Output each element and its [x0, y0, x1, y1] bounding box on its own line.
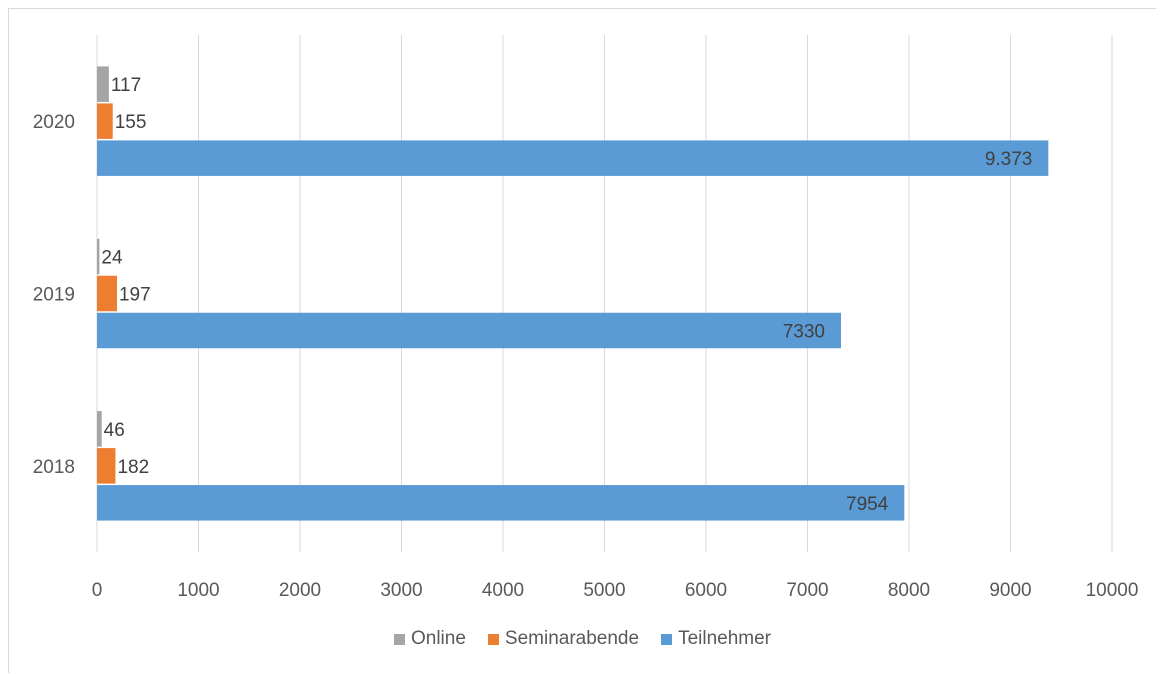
bar-online-2018 — [97, 411, 102, 447]
data-label: 24 — [101, 248, 123, 269]
x-tick-label: 4000 — [482, 580, 524, 601]
x-tick-label: 1000 — [177, 580, 219, 601]
legend-swatch-seminarabende — [487, 633, 499, 645]
y-category-label: 2020 — [33, 112, 75, 133]
x-tick-label: 2000 — [279, 580, 321, 601]
legend-item-online: Online — [393, 628, 466, 650]
x-tick-label: 7000 — [786, 580, 828, 601]
data-label: 117 — [111, 75, 141, 96]
y-category-label: 2019 — [33, 285, 75, 306]
x-tick-label: 3000 — [380, 580, 422, 601]
x-tick-label: 8000 — [888, 580, 930, 601]
legend-label-seminarabende: Seminarabende — [504, 628, 640, 649]
bar-teilnehmer-2018 — [97, 485, 905, 521]
chart-frame — [8, 8, 1156, 673]
x-tick-label: 5000 — [583, 580, 625, 601]
bar-teilnehmer-2020 — [97, 140, 1049, 176]
bar-teilnehmer-2019 — [97, 312, 841, 349]
x-tick-label: 0 — [92, 580, 103, 601]
bar-seminarabende-2018 — [97, 448, 116, 484]
bar-seminarabende-2020 — [97, 103, 113, 139]
x-tick-label: 9000 — [989, 580, 1031, 601]
legend-item-seminarabende: Seminarabende — [487, 628, 640, 650]
legend-swatch-teilnehmer — [661, 633, 673, 645]
data-label: 155 — [115, 112, 147, 133]
bar-online-2020 — [97, 66, 109, 102]
data-label: 7330 — [783, 322, 825, 343]
data-label: 9.373 — [985, 149, 1033, 170]
x-tick-label: 10000 — [1086, 580, 1139, 601]
bar-online-2019 — [97, 238, 100, 275]
legend-swatch-online — [393, 633, 405, 645]
y-category-label: 2018 — [33, 457, 75, 478]
bar-seminarabende-2019 — [97, 275, 117, 312]
data-label: 182 — [117, 457, 149, 478]
legend-label-teilnehmer: Teilnehmer — [678, 628, 771, 649]
data-label: 46 — [104, 420, 125, 441]
bar-chart: 0 1000 2000 3000 4000 5000 6000 7000 8000 9000 100… — [33, 35, 1139, 601]
data-label: 7954 — [846, 494, 889, 515]
x-tick-label: 6000 — [685, 580, 727, 601]
legend: Online Seminarabende Teilnehmer — [0, 628, 1165, 650]
legend-label-online: Online — [410, 628, 466, 649]
legend-item-teilnehmer: Teilnehmer — [661, 628, 771, 650]
data-label: 197 — [119, 285, 151, 306]
